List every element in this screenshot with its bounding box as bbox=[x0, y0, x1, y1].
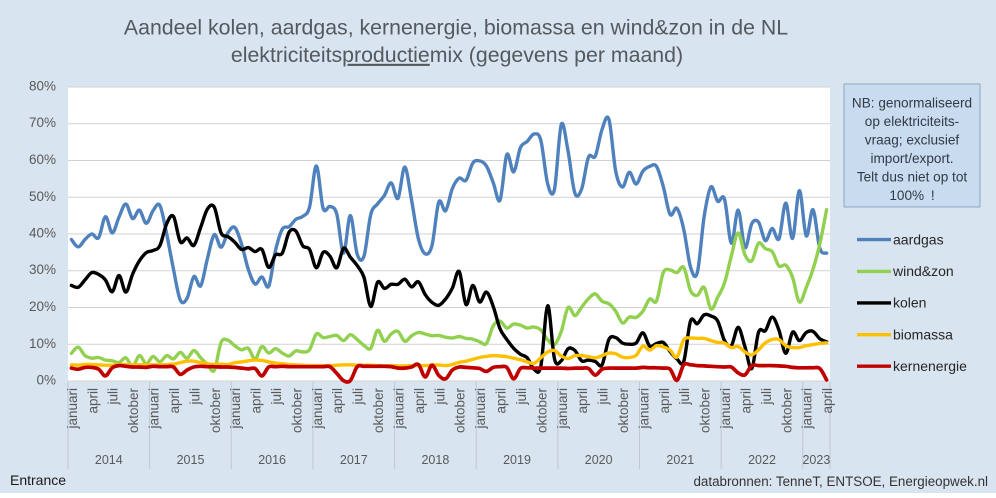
svg-text:2014: 2014 bbox=[95, 453, 123, 467]
svg-text:30%: 30% bbox=[29, 262, 56, 277]
svg-text:biomassa: biomassa bbox=[893, 327, 953, 343]
svg-text:import/export.: import/export. bbox=[870, 151, 953, 166]
svg-text:juli: juli bbox=[269, 388, 284, 406]
svg-text:2020: 2020 bbox=[585, 453, 613, 467]
svg-text:juli: juli bbox=[759, 388, 774, 406]
svg-text:april: april bbox=[657, 388, 672, 414]
svg-text:wind&zon: wind&zon bbox=[892, 263, 954, 279]
svg-text:april: april bbox=[249, 388, 264, 414]
svg-text:april: april bbox=[412, 388, 427, 414]
svg-text:2016: 2016 bbox=[258, 453, 286, 467]
svg-text:2021: 2021 bbox=[666, 453, 694, 467]
svg-text:10%: 10% bbox=[29, 336, 56, 351]
svg-text:oktober: oktober bbox=[534, 387, 549, 433]
svg-text:2023: 2023 bbox=[802, 453, 830, 467]
svg-text:januari: januari bbox=[473, 388, 488, 430]
svg-text:2022: 2022 bbox=[748, 453, 776, 467]
svg-text:40%: 40% bbox=[29, 226, 56, 241]
svg-text:2018: 2018 bbox=[421, 453, 449, 467]
svg-text:op elektriciteits-: op elektriciteits- bbox=[865, 114, 959, 129]
svg-text:elektriciteitsproductiemix (ge: elektriciteitsproductiemix (gegevens per… bbox=[231, 43, 683, 67]
svg-text:juli: juli bbox=[351, 388, 366, 406]
svg-text:80%: 80% bbox=[29, 79, 56, 94]
svg-text:oktober: oktober bbox=[371, 387, 386, 433]
svg-text:april: april bbox=[575, 388, 590, 414]
svg-text:oktober: oktober bbox=[289, 387, 304, 433]
svg-text:vraag; exclusief: vraag; exclusief bbox=[865, 133, 960, 148]
svg-text:januari: januari bbox=[718, 388, 733, 430]
svg-text:50%: 50% bbox=[29, 189, 56, 204]
svg-text:juli: juli bbox=[106, 388, 121, 406]
svg-text:60%: 60% bbox=[29, 152, 56, 167]
svg-text:oktober: oktober bbox=[779, 387, 794, 433]
svg-text:2019: 2019 bbox=[503, 453, 531, 467]
svg-text:Entrance: Entrance bbox=[10, 472, 66, 488]
svg-text:0%: 0% bbox=[36, 373, 56, 388]
svg-text:juli: juli bbox=[677, 388, 692, 406]
svg-text:januari: januari bbox=[228, 388, 243, 430]
svg-text:100% !: 100% ! bbox=[889, 188, 934, 203]
svg-text:oktober: oktober bbox=[616, 387, 631, 433]
svg-text:januari: januari bbox=[392, 388, 407, 430]
svg-text:oktober: oktober bbox=[126, 387, 141, 433]
svg-text:Telt dus niet op tot: Telt dus niet op tot bbox=[857, 170, 968, 185]
svg-text:Aandeel kolen, aardgas, kernen: Aandeel kolen, aardgas, kernenergie, bio… bbox=[124, 15, 788, 39]
svg-text:januari: januari bbox=[65, 388, 80, 430]
svg-text:juli: juli bbox=[187, 388, 202, 406]
svg-text:oktober: oktober bbox=[453, 387, 468, 433]
svg-text:april: april bbox=[494, 388, 509, 414]
svg-text:april: april bbox=[85, 388, 100, 414]
svg-text:april: april bbox=[167, 388, 182, 414]
svg-text:kernenergie: kernenergie bbox=[893, 358, 967, 374]
svg-text:april: april bbox=[820, 388, 835, 414]
svg-text:juli: juli bbox=[514, 388, 529, 406]
svg-text:juli: juli bbox=[596, 388, 611, 406]
svg-text:oktober: oktober bbox=[698, 387, 713, 433]
svg-text:januari: januari bbox=[555, 388, 570, 430]
svg-text:juli: juli bbox=[432, 388, 447, 406]
svg-text:januari: januari bbox=[310, 388, 325, 430]
svg-text:januari: januari bbox=[636, 388, 651, 430]
svg-text:NB: genormaliseerd: NB: genormaliseerd bbox=[852, 96, 972, 111]
svg-text:kolen: kolen bbox=[893, 295, 926, 311]
svg-text:aardgas: aardgas bbox=[893, 231, 944, 247]
svg-text:april: april bbox=[330, 388, 345, 414]
svg-text:20%: 20% bbox=[29, 299, 56, 314]
svg-text:januari: januari bbox=[147, 388, 162, 430]
svg-text:databronnen: TenneT, ENTSOE, E: databronnen: TenneT, ENTSOE, Energieopwe… bbox=[693, 474, 988, 489]
svg-text:2015: 2015 bbox=[177, 453, 205, 467]
svg-text:april: april bbox=[739, 388, 754, 414]
svg-text:oktober: oktober bbox=[208, 387, 223, 433]
svg-text:2017: 2017 bbox=[340, 453, 368, 467]
svg-text:70%: 70% bbox=[29, 115, 56, 130]
svg-text:januari: januari bbox=[800, 388, 815, 430]
